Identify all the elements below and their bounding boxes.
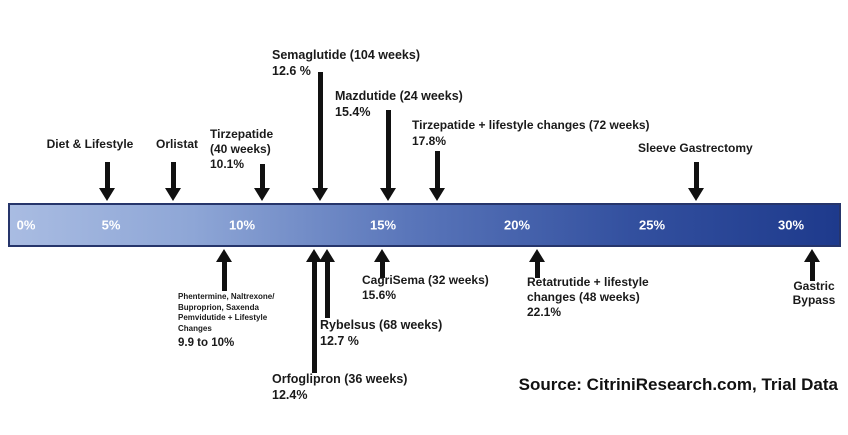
down-arrow-icon [99, 162, 115, 201]
treatment-name: Orfoglipron (36 weeks) [272, 372, 408, 386]
annotation-semaglutide: Semaglutide (104 weeks) 12.6 % [272, 47, 420, 79]
treatment-value: 10.1% [210, 157, 245, 171]
treatment-value: 17.8% [412, 134, 447, 148]
treatment-name: Diet & Lifestyle [46, 137, 134, 151]
treatment-name: Orlistat [155, 137, 198, 151]
treatment-value: 12.6 % [272, 64, 311, 78]
up-arrow-icon [529, 249, 545, 278]
axis-tick-20: 20% [503, 217, 531, 233]
axis-tick-0: 0% [16, 217, 36, 233]
treatment-name: Tirzepatide + lifestyle changes (72 week… [412, 118, 650, 132]
treatment-name: Changes [178, 323, 212, 333]
treatment-name: Sleeve Gastrectomy [638, 141, 753, 155]
down-arrow-icon [312, 72, 328, 201]
treatment-value: 12.4% [272, 388, 308, 402]
axis-tick-25: 25% [638, 217, 666, 233]
treatment-name: Phentermine, Naltrexone/ [178, 292, 275, 301]
treatment-name: Bypass [792, 293, 836, 307]
treatment-name: Buproprion, Saxenda [178, 302, 259, 312]
annotation-retatrutide: Retatrutide + lifestyle changes (48 week… [527, 275, 649, 320]
treatment-name: Pemvidutide + Lifestyle [178, 313, 268, 322]
treatment-name: Tirzepatide [210, 127, 274, 141]
down-arrow-icon [254, 164, 270, 201]
treatment-value: 9.9 to 10% [178, 337, 235, 349]
up-arrow-icon [306, 249, 322, 373]
axis-tick-10: 10% [228, 217, 256, 233]
up-arrow-icon [804, 249, 820, 281]
annotation-tirzepatide-40w: Tirzepatide (40 weeks) 10.1% [210, 127, 273, 172]
annotation-tirzepatide-lifestyle: Tirzepatide + lifestyle changes (72 week… [412, 117, 650, 149]
up-arrow-icon [319, 249, 335, 318]
treatment-value: 15.4% [335, 105, 371, 119]
treatment-name: changes (48 weeks) [527, 290, 640, 304]
down-arrow-icon [165, 162, 181, 201]
treatment-value: 22.1% [527, 305, 562, 319]
treatment-name: Mazdutide (24 weeks) [335, 89, 463, 103]
treatment-name: Rybelsus (68 weeks) [320, 318, 443, 332]
source-attribution: Source: CitriniResearch.com, Trial Data [518, 375, 838, 394]
axis-tick-30: 30% [777, 217, 805, 233]
treatment-name: CagriSema (32 weeks) [362, 273, 489, 287]
annotation-sleeve-gastrectomy: Sleeve Gastrectomy [638, 141, 753, 156]
treatment-value: 15.6% [362, 288, 397, 302]
treatment-name: Semaglutide (104 weeks) [272, 48, 420, 62]
up-arrow-icon [216, 249, 232, 291]
down-arrow-icon [380, 110, 396, 201]
treatment-value: 12.7 % [320, 334, 359, 348]
treatment-name: Retatrutide + lifestyle [527, 275, 649, 289]
annotation-orfoglipron: Orfoglipron (36 weeks) 12.4% [272, 371, 407, 403]
up-arrow-icon [374, 249, 390, 278]
axis-tick-5: 5% [101, 217, 121, 233]
annotation-gastric-bypass: Gastric Bypass [786, 279, 842, 307]
weight-loss-scale-bar: 0% 5% 10% 15% 20% 25% 30% [8, 203, 841, 247]
down-arrow-icon [688, 162, 704, 201]
down-arrow-icon [429, 151, 445, 201]
treatment-name: Gastric [793, 279, 835, 293]
annotation-diet-lifestyle: Diet & Lifestyle [35, 137, 145, 152]
annotation-cagrisema: CagriSema (32 weeks) 15.6% [362, 273, 489, 303]
annotation-phentermine-group: Phentermine, Naltrexone/ Buproprion, Sax… [178, 292, 274, 350]
annotation-orlistat: Orlistat [148, 137, 206, 152]
annotation-rybelsus: Rybelsus (68 weeks) 12.7 % [320, 317, 442, 349]
axis-tick-15: 15% [369, 217, 397, 233]
annotation-mazdutide: Mazdutide (24 weeks) 15.4% [335, 88, 463, 120]
treatment-duration: (40 weeks) [210, 142, 271, 156]
